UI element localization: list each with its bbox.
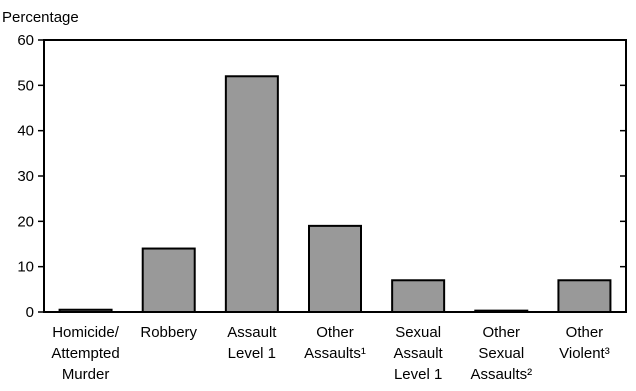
x-tick-label-line: Assaults¹ <box>304 345 366 362</box>
bar <box>557 279 612 313</box>
x-tick-label-line: Sexual <box>395 324 441 341</box>
y-tick-label: 0 <box>26 304 34 321</box>
bar <box>308 224 362 313</box>
y-tick-label: 40 <box>17 123 34 140</box>
bars <box>58 75 612 314</box>
bar <box>224 75 279 314</box>
x-tick-label: Sexual Assault Level 1 <box>394 324 444 383</box>
x-tick-label: Assault Level 1 <box>227 324 277 362</box>
x-tick-label-line: Level 1 <box>228 345 276 362</box>
x-tick-label-line: Sexual <box>478 345 524 362</box>
x-tick-label-line: Murder <box>62 366 110 383</box>
plot-frame <box>43 39 627 313</box>
y-axis-label: Percentage <box>2 9 79 26</box>
y-tick-label: 20 <box>17 213 34 230</box>
x-tick-label-line: Assault <box>394 345 444 362</box>
x-tick-label: Homicide/Attempted Murder <box>51 324 119 383</box>
x-tick-label-line: Other <box>566 324 604 341</box>
x-tick-label-line: Attempted <box>51 345 119 362</box>
x-axis-ticks: Homicide/Attempted Murder Robbery Assault Le… <box>51 324 609 383</box>
y-tick-label: 60 <box>17 32 34 49</box>
x-tick-label-line: Other <box>483 324 521 341</box>
x-tick-label: Robbery <box>140 324 197 341</box>
x-tick-label: Other Assaults¹ <box>304 324 366 362</box>
y-tick-label: 30 <box>17 168 34 185</box>
x-tick-label-line: Assaults² <box>470 366 532 383</box>
x-tick-label: Other Sexual Assaults² <box>470 324 532 383</box>
bar <box>391 279 446 313</box>
y-tick-label: 50 <box>17 77 34 94</box>
x-tick-label-line: Robbery <box>140 324 197 341</box>
bar <box>141 247 196 314</box>
x-tick-label-line: Other <box>316 324 354 341</box>
x-tick-label-line: Homicide/ <box>52 324 120 341</box>
y-axis-ticks: 0 10 20 30 40 50 60 <box>17 32 626 321</box>
x-tick-label: Other Violent³ <box>559 324 610 362</box>
x-tick-label-line: Assault <box>227 324 277 341</box>
y-tick-label: 10 <box>17 259 34 276</box>
x-tick-label-line: Level 1 <box>394 366 442 383</box>
x-tick-label-line: Violent³ <box>559 345 610 362</box>
